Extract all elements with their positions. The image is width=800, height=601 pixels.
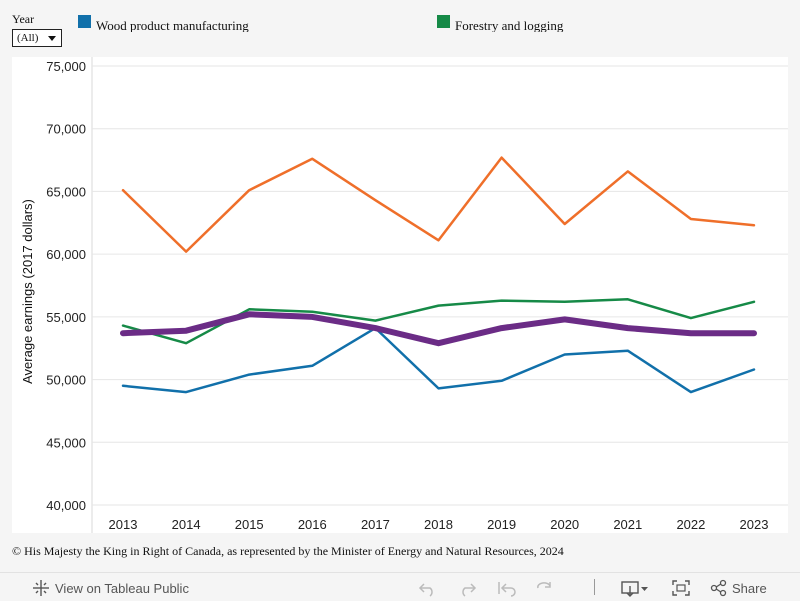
series-line-0 [121,156,756,253]
year-filter-value: (All) [17,32,39,44]
copyright-notice: © His Majesty the King in Right of Canad… [12,544,564,558]
redo-icon[interactable] [457,579,477,597]
x-tick-label: 2022 [676,517,705,532]
refresh-icon[interactable] [535,579,555,597]
line-chart: 40,000 45,000 50,000 55,000 60,000 65,000 70,0… [20,57,788,533]
share-button[interactable]: Share [710,579,767,597]
year-filter-dropdown[interactable]: (All) [12,29,62,47]
dropdown-arrow-icon [48,36,56,41]
year-filter-label: Year [12,12,35,26]
x-tick-label: 2018 [424,517,453,532]
x-tick-label: 2017 [361,517,390,532]
series-line-3 [120,311,757,347]
x-tick-label: 2013 [109,517,138,532]
undo-icon[interactable] [418,579,438,597]
revert-icon[interactable] [497,579,517,597]
y-tick-label: 45,000 [46,435,86,450]
share-label: Share [732,581,767,596]
legend-swatch-forestry [437,15,450,28]
share-icon [710,579,727,597]
series-line-2 [121,326,756,394]
toolbar-divider [594,579,595,595]
legend-label-wood: Wood product manufacturing [96,18,249,32]
x-tick-label: 2019 [487,517,516,532]
x-tick-label: 2021 [613,517,642,532]
view-on-tableau-public-label: View on Tableau Public [55,581,189,596]
y-tick-label: 55,000 [46,310,86,325]
fullscreen-icon[interactable] [671,579,691,597]
legend-item-wood-product-manufacturing[interactable]: Wood product manufacturing [78,14,278,32]
x-tick-label: 2020 [550,517,579,532]
x-tick-label: 2016 [298,517,327,532]
legend-swatch-wood [78,15,91,28]
tableau-toolbar: View on Tableau Public Share [0,572,800,601]
tableau-logo-icon [33,580,49,596]
x-tick-label: 2023 [740,517,769,532]
y-tick-label: 65,000 [46,184,86,199]
x-tick-label: 2015 [235,517,264,532]
download-icon[interactable] [621,579,651,597]
y-tick-label: 75,000 [46,59,86,74]
y-tick-label: 40,000 [46,498,86,513]
legend-label-forestry: Forestry and logging [455,18,564,32]
y-tick-label: 70,000 [46,122,86,137]
y-tick-label: 50,000 [46,373,86,388]
x-tick-label: 2014 [172,517,201,532]
y-tick-label: 60,000 [46,247,86,262]
chart-panel: 40,000 45,000 50,000 55,000 60,000 65,000 70,0… [12,57,788,533]
y-axis-title: Average earnings (2017 dollars) [20,199,35,384]
legend-item-forestry-and-logging[interactable]: Forestry and logging [437,14,597,32]
